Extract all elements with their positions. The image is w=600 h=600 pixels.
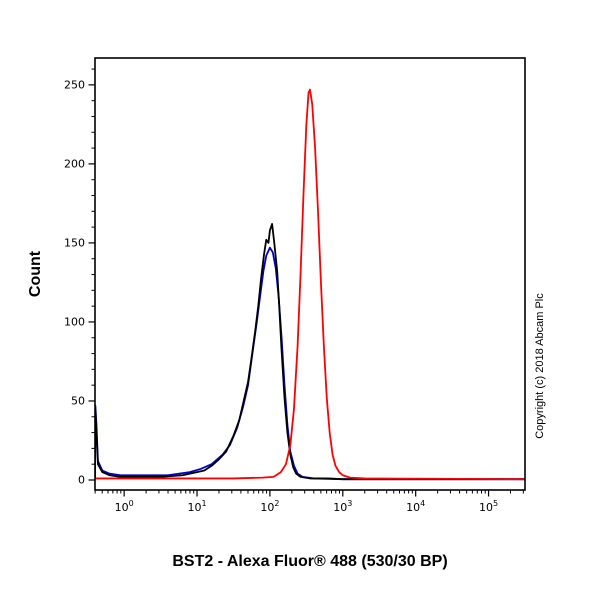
x-tick-label: 105 bbox=[479, 499, 498, 514]
y-tick-label: 200 bbox=[64, 157, 85, 170]
y-tick-label: 150 bbox=[64, 236, 85, 249]
x-tick-label: 103 bbox=[333, 499, 352, 514]
y-tick-label: 50 bbox=[71, 394, 85, 407]
series-blue-control bbox=[95, 246, 525, 481]
series-black-control bbox=[95, 223, 525, 481]
x-tick-label: 104 bbox=[406, 499, 425, 514]
y-tick-label: 0 bbox=[78, 474, 85, 487]
y-axis-title: Count bbox=[27, 250, 44, 298]
y-tick-label: 250 bbox=[64, 78, 85, 91]
x-axis-title: BST2 - Alexa Fluor® 488 (530/30 BP) bbox=[172, 553, 448, 570]
x-tick-label: 102 bbox=[260, 499, 279, 514]
copyright-text: Copyright (c) 2018 Abcam Plc bbox=[534, 293, 546, 439]
x-tick-label: 101 bbox=[187, 499, 206, 514]
axis-box bbox=[94, 57, 526, 491]
series-red-sample bbox=[95, 88, 525, 481]
x-tick-label: 100 bbox=[115, 499, 134, 514]
y-tick-label: 100 bbox=[64, 315, 85, 328]
